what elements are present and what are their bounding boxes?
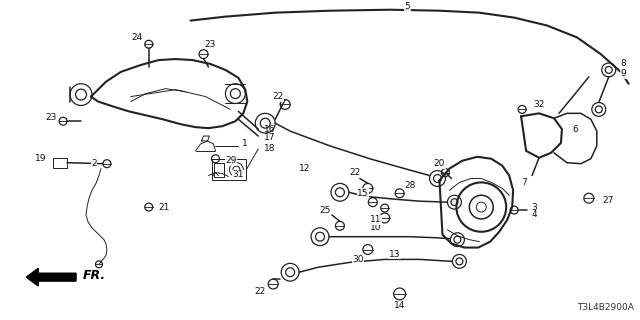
Text: 23: 23 bbox=[45, 113, 57, 122]
Text: 24: 24 bbox=[131, 33, 143, 42]
Text: 31: 31 bbox=[232, 170, 244, 179]
Text: 10: 10 bbox=[370, 223, 381, 232]
Text: 32: 32 bbox=[533, 100, 545, 109]
Text: T3L4B2900A: T3L4B2900A bbox=[577, 303, 634, 312]
Text: 13: 13 bbox=[389, 250, 401, 259]
Text: 22: 22 bbox=[255, 287, 266, 296]
Text: 16: 16 bbox=[264, 124, 276, 134]
Text: 11: 11 bbox=[370, 215, 381, 224]
Text: 19: 19 bbox=[35, 154, 46, 163]
Text: 6: 6 bbox=[572, 124, 578, 134]
Text: 22: 22 bbox=[349, 168, 360, 177]
Text: 14: 14 bbox=[394, 301, 405, 310]
Text: 9: 9 bbox=[621, 69, 627, 78]
Text: 21: 21 bbox=[159, 203, 170, 212]
Text: 20: 20 bbox=[434, 159, 445, 168]
Text: 30: 30 bbox=[352, 255, 364, 264]
Text: 23: 23 bbox=[205, 40, 216, 49]
Bar bbox=[53, 158, 67, 168]
Text: 4: 4 bbox=[531, 211, 537, 220]
Text: 5: 5 bbox=[404, 2, 410, 11]
Text: 15: 15 bbox=[357, 189, 369, 198]
Text: 18: 18 bbox=[264, 144, 276, 153]
FancyArrow shape bbox=[26, 268, 76, 286]
Text: 28: 28 bbox=[404, 181, 415, 190]
Text: 3: 3 bbox=[531, 203, 537, 212]
Bar bbox=[212, 159, 246, 180]
Bar bbox=[214, 163, 225, 177]
Text: 12: 12 bbox=[300, 164, 311, 173]
Text: 1: 1 bbox=[243, 140, 248, 148]
Text: FR.: FR. bbox=[83, 269, 106, 282]
Text: 22: 22 bbox=[273, 92, 284, 101]
Text: 29: 29 bbox=[225, 156, 237, 165]
Text: 7: 7 bbox=[522, 178, 527, 187]
Text: 25: 25 bbox=[319, 205, 331, 214]
Text: 27: 27 bbox=[603, 196, 614, 205]
Text: 2: 2 bbox=[92, 159, 97, 168]
Text: 17: 17 bbox=[264, 132, 276, 141]
Text: 8: 8 bbox=[621, 60, 627, 68]
